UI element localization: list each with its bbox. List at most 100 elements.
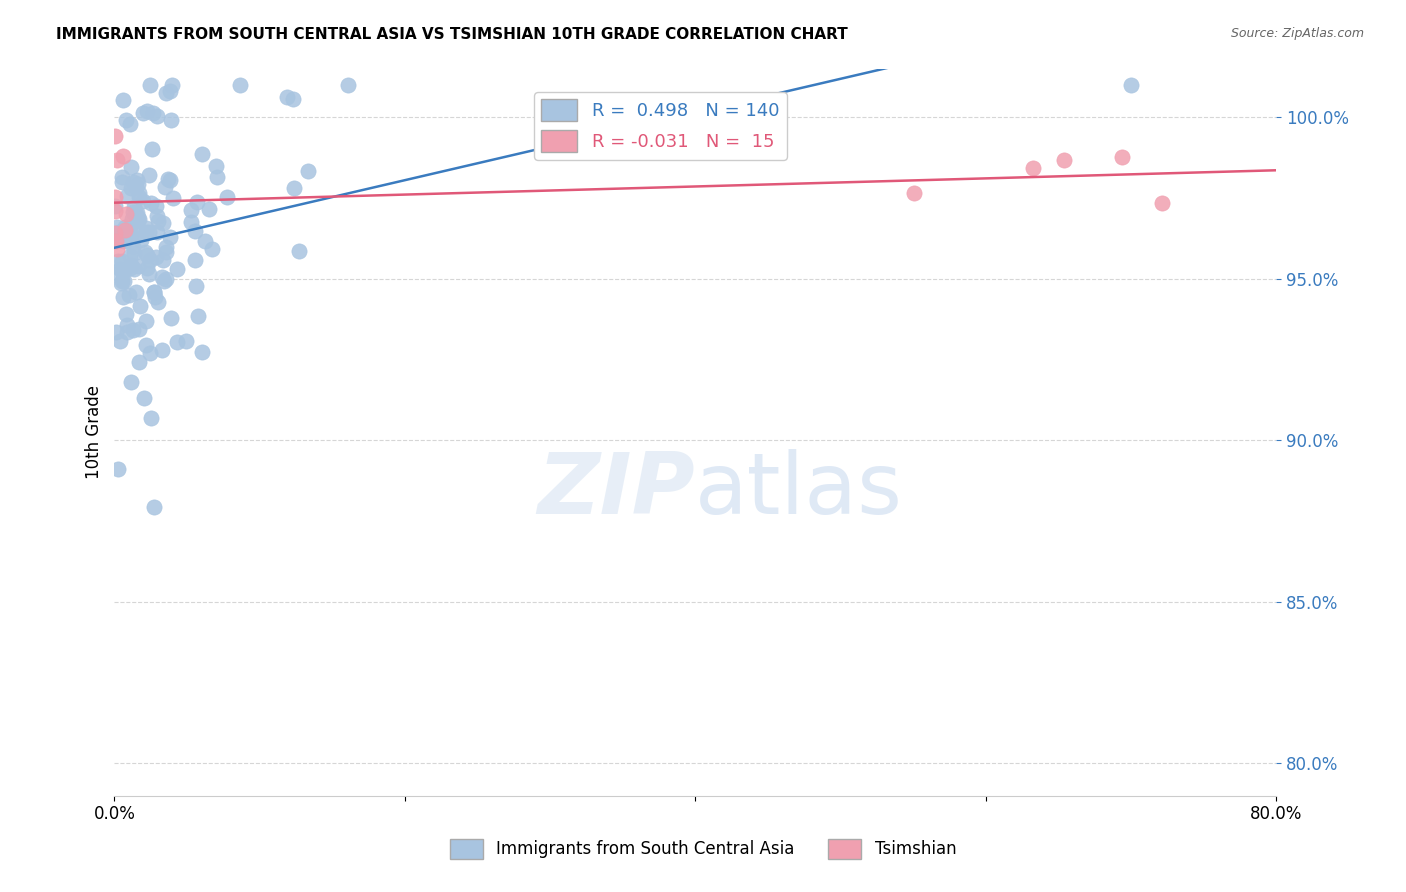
Point bbox=[122, 200, 145, 214]
Point bbox=[107, 462, 129, 476]
Point bbox=[114, 220, 136, 235]
Point bbox=[118, 219, 141, 234]
Point bbox=[120, 228, 142, 243]
Point bbox=[139, 252, 162, 267]
Point bbox=[115, 207, 138, 221]
Point bbox=[111, 175, 134, 189]
Text: atlas: atlas bbox=[695, 449, 903, 532]
Point bbox=[166, 334, 188, 349]
Point bbox=[142, 285, 165, 299]
Point bbox=[122, 261, 145, 276]
Point bbox=[276, 90, 298, 104]
Point bbox=[134, 244, 156, 259]
Point bbox=[127, 211, 149, 225]
Point bbox=[125, 206, 148, 220]
Point bbox=[125, 179, 148, 194]
Point bbox=[150, 270, 173, 285]
Point bbox=[104, 190, 127, 204]
Point bbox=[174, 334, 197, 349]
Point bbox=[108, 262, 131, 277]
Point bbox=[114, 233, 136, 247]
Text: ZIP: ZIP bbox=[537, 449, 695, 532]
Point bbox=[142, 500, 165, 514]
Text: IMMIGRANTS FROM SOUTH CENTRAL ASIA VS TSIMSHIAN 10TH GRADE CORRELATION CHART: IMMIGRANTS FROM SOUTH CENTRAL ASIA VS TS… bbox=[56, 27, 848, 42]
Point bbox=[120, 160, 142, 174]
Point bbox=[135, 314, 157, 328]
Point bbox=[125, 173, 148, 187]
Point bbox=[105, 243, 128, 257]
Point bbox=[121, 239, 143, 253]
Point bbox=[194, 234, 217, 248]
Point bbox=[111, 93, 134, 107]
Point bbox=[108, 334, 131, 348]
Point bbox=[128, 322, 150, 336]
Point bbox=[145, 250, 167, 264]
Point bbox=[152, 253, 174, 268]
Point bbox=[183, 224, 205, 238]
Point bbox=[132, 105, 155, 120]
Point bbox=[108, 267, 131, 281]
Point bbox=[155, 240, 177, 254]
Point bbox=[104, 204, 127, 219]
Point bbox=[107, 232, 129, 246]
Point bbox=[146, 210, 169, 224]
Point bbox=[156, 172, 179, 186]
Point bbox=[191, 146, 214, 161]
Point bbox=[110, 169, 132, 184]
Point bbox=[111, 148, 134, 162]
Point bbox=[159, 85, 181, 99]
Point bbox=[118, 287, 141, 301]
Point bbox=[120, 117, 142, 131]
Point bbox=[288, 244, 311, 258]
Point bbox=[139, 410, 162, 425]
Point bbox=[128, 186, 150, 201]
Point bbox=[1021, 161, 1043, 175]
Point bbox=[187, 309, 209, 323]
Point bbox=[105, 234, 128, 248]
Point bbox=[191, 345, 214, 359]
Point bbox=[283, 92, 305, 106]
Point bbox=[107, 253, 129, 268]
Point bbox=[184, 278, 207, 293]
Point bbox=[162, 191, 184, 205]
Point bbox=[138, 267, 160, 281]
Point bbox=[112, 290, 135, 304]
Point bbox=[166, 262, 188, 277]
Point bbox=[105, 153, 128, 168]
Point bbox=[104, 226, 127, 240]
Point bbox=[138, 346, 160, 360]
Point bbox=[141, 142, 163, 156]
Point bbox=[120, 248, 142, 262]
Point bbox=[128, 189, 150, 203]
Point bbox=[197, 202, 219, 216]
Y-axis label: 10th Grade: 10th Grade bbox=[86, 385, 103, 479]
Point bbox=[117, 189, 139, 203]
Point bbox=[205, 170, 228, 185]
Point bbox=[135, 226, 157, 240]
Point bbox=[110, 276, 132, 290]
Point bbox=[125, 214, 148, 228]
Point bbox=[148, 295, 170, 310]
Point bbox=[120, 375, 142, 389]
Point bbox=[136, 261, 159, 276]
Point bbox=[155, 87, 177, 101]
Point bbox=[104, 198, 127, 212]
Point bbox=[128, 211, 150, 226]
Point bbox=[122, 176, 145, 190]
Point bbox=[135, 248, 157, 262]
Point bbox=[160, 311, 183, 326]
Point bbox=[160, 78, 183, 92]
Point bbox=[152, 216, 174, 230]
Point bbox=[125, 285, 148, 299]
Point bbox=[229, 78, 252, 92]
Point bbox=[112, 234, 135, 248]
Point bbox=[115, 325, 138, 339]
Point bbox=[135, 220, 157, 235]
Point bbox=[115, 318, 138, 332]
Point bbox=[128, 354, 150, 368]
Point bbox=[138, 78, 160, 92]
Legend: Immigrants from South Central Asia, Tsimshian: Immigrants from South Central Asia, Tsim… bbox=[443, 832, 963, 866]
Point bbox=[127, 178, 149, 192]
Point bbox=[146, 214, 169, 228]
Point bbox=[186, 194, 208, 209]
